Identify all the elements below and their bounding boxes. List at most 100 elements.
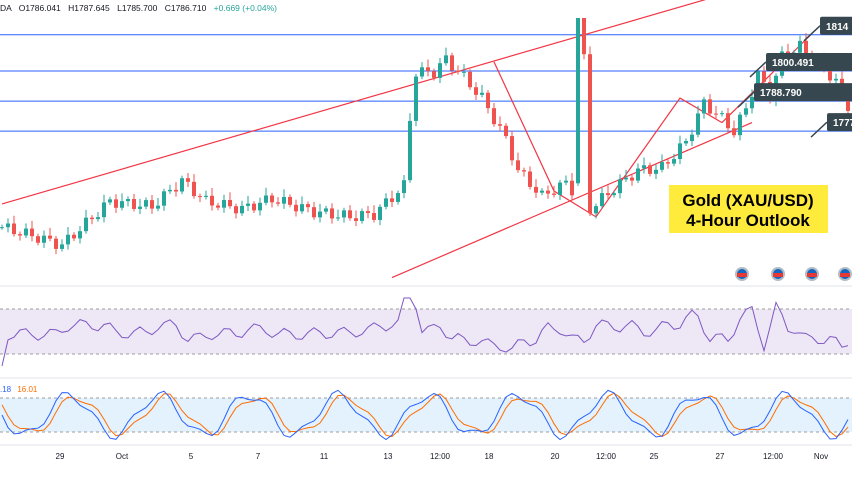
candle-body [48,235,52,239]
candle-body [354,218,358,221]
level-label-1800: 1800.491 [772,58,814,69]
horizontal-levels [0,34,852,132]
candle-body [264,195,268,203]
candle-body [690,134,694,142]
candle-body [744,108,748,115]
ohlc-close: C1786.710 [165,3,207,13]
title-line-1: Gold (XAU/USD) [682,191,813,210]
candle-body [102,202,106,218]
candle-body [384,198,388,207]
candle-body [738,114,742,136]
candle-body [420,67,424,77]
x-tick-label: 11 [320,452,329,461]
candle-body [726,113,730,129]
level-label-1777: 1777 [833,118,852,129]
ohlc-high: H1787.645 [68,3,110,13]
candle-body [108,199,112,203]
candle-body [342,210,346,218]
candle-body [642,165,646,169]
candle-body [750,97,754,109]
title-box: Gold (XAU/USD) 4-Hour Outlook [669,185,828,233]
x-tick-label: 12:00 [763,452,784,461]
candle-body [54,238,58,249]
candle-body [462,71,466,73]
candle-body [114,199,118,208]
candle-body [558,182,562,195]
candle-body [150,200,154,209]
candle-body [456,70,460,73]
candle-body [222,199,226,208]
candle-body [36,236,40,243]
candle-body [156,205,160,209]
flag-stripes-icon [737,273,747,277]
candle-body [174,189,178,192]
candle-body [432,71,436,78]
candle-body [414,76,418,121]
candle-body [120,201,124,208]
candle-body [378,206,382,220]
ohlc-open: O1786.041 [19,3,61,13]
flag-stripes-icon [773,273,783,277]
candle-body [546,190,550,194]
candle-body [396,193,400,202]
rsi-line [1,297,849,367]
candle-body [648,165,652,174]
x-tick-label: 18 [485,452,494,461]
title-line-2: 4-Hour Outlook [686,211,810,230]
x-tick-label: 29 [56,452,65,461]
candle-body [528,171,532,187]
candle-body [366,211,370,214]
x-tick-label: 13 [384,452,393,461]
candle-body [132,198,136,209]
title-background [669,185,828,233]
candle-body [480,92,484,95]
candle-body [450,55,454,71]
candle-body [582,18,586,55]
candle-body [630,177,634,181]
candle-body [714,113,718,115]
candle-body [210,195,214,206]
candle-body [828,67,832,81]
candle-body [90,217,94,220]
candle-body [270,195,274,203]
candle-body [60,244,64,249]
candle-body [522,170,526,172]
candle-body [624,177,628,180]
candle-body [696,113,700,135]
level-callout [810,121,828,138]
level-label-1777-box [827,113,852,132]
candle-body [300,204,304,212]
candle-body [732,128,736,136]
candle-body [126,198,130,202]
candle-body [138,206,142,209]
x-tick-label: 27 [716,452,725,461]
candle-body [588,54,592,214]
candle-body [444,55,448,64]
candle-body [534,186,538,193]
candle-body [282,196,286,204]
candle-body [186,178,190,182]
candle-body [618,179,622,194]
candle-body [96,217,100,220]
candle-body [318,211,322,218]
candle-body [552,193,556,195]
level-callout [803,25,821,42]
x-tick-label: Nov [814,452,828,461]
x-tick-label: 20 [551,452,560,461]
level-label-1814: 1814 [826,22,849,33]
candle-body [234,206,238,214]
candle-body [492,108,496,125]
candle-body [216,205,220,208]
level-label-1788-box [754,83,852,102]
level-callout [737,91,755,108]
candle-body [78,231,82,239]
candle-body [474,87,478,95]
candle-body [24,228,28,236]
candle-body [84,217,88,232]
candle-body [504,125,508,137]
time-axis: 29 Oct 5 7 11 13 12:00 18 20 12:00 25 27 12:00 Nov [56,452,829,461]
candle-body [516,160,520,171]
candle-body [636,168,640,181]
ohlc-low: L1785.700 [117,3,157,13]
